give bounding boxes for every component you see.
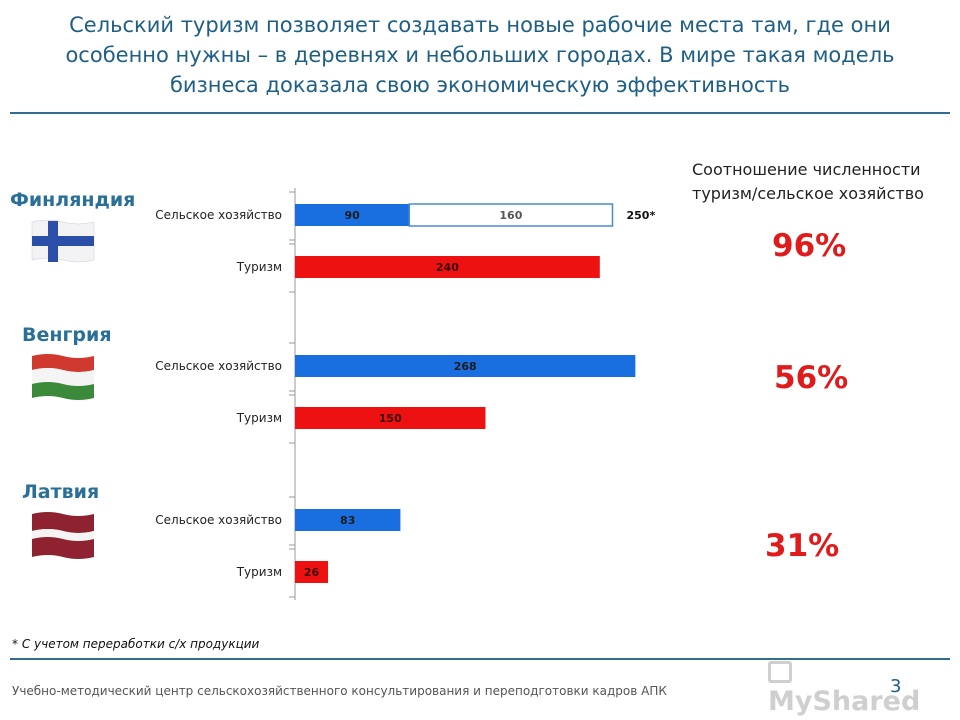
ratio-hungary: 56%: [774, 360, 849, 396]
ratio-header: Соотношение численности туризм/сельское …: [692, 160, 924, 203]
data-label: 83: [340, 514, 355, 527]
ratio-finland: 96%: [772, 228, 847, 264]
monitor-icon: [768, 660, 792, 683]
page-number: 3: [890, 676, 902, 697]
logo-text: MyShared: [768, 686, 921, 717]
latvia-flag-icon: [30, 510, 96, 566]
country-name-latvia: Латвия: [22, 481, 100, 503]
bar-segment: [295, 407, 486, 429]
data-label: 150: [379, 412, 402, 425]
bar-segment: [295, 256, 600, 278]
category-label: Туризм: [236, 411, 282, 425]
data-label: 90: [344, 209, 360, 222]
bar-segment: [295, 355, 636, 377]
category-label: Туризм: [236, 260, 282, 274]
footer-text: Учебно-методический центр сельскохозяйст…: [12, 684, 667, 698]
country-name-hungary: Венгрия: [22, 324, 112, 346]
bar-segment: [408, 203, 614, 227]
footnote: * С учетом переработки с/х продукции: [12, 637, 260, 651]
category-label: Сельское хозяйство: [155, 359, 282, 373]
myshared-logo: MyShared: [768, 655, 928, 717]
finland-flag-icon: [30, 218, 96, 268]
bar-segment: [295, 561, 329, 583]
category-label: Туризм: [236, 565, 282, 579]
footer-divider: [10, 658, 950, 660]
data-label: 268: [454, 360, 477, 373]
title-divider: [10, 112, 950, 114]
page-title: Сельский туризм позволяет создавать новы…: [65, 13, 895, 97]
bar-segment: [295, 204, 410, 226]
category-label: Сельское хозяйство: [155, 513, 282, 527]
hungary-flag-icon: [30, 352, 96, 406]
data-label: 160: [499, 209, 522, 222]
total-label: 250*: [627, 209, 656, 222]
country-name-finland: Финляндия: [10, 189, 136, 211]
category-label: Сельское хозяйство: [155, 208, 282, 222]
bar-segment: [295, 509, 401, 531]
data-label: 240: [436, 261, 459, 274]
ratio-latvia: 31%: [765, 528, 840, 564]
data-label: 26: [304, 566, 320, 579]
